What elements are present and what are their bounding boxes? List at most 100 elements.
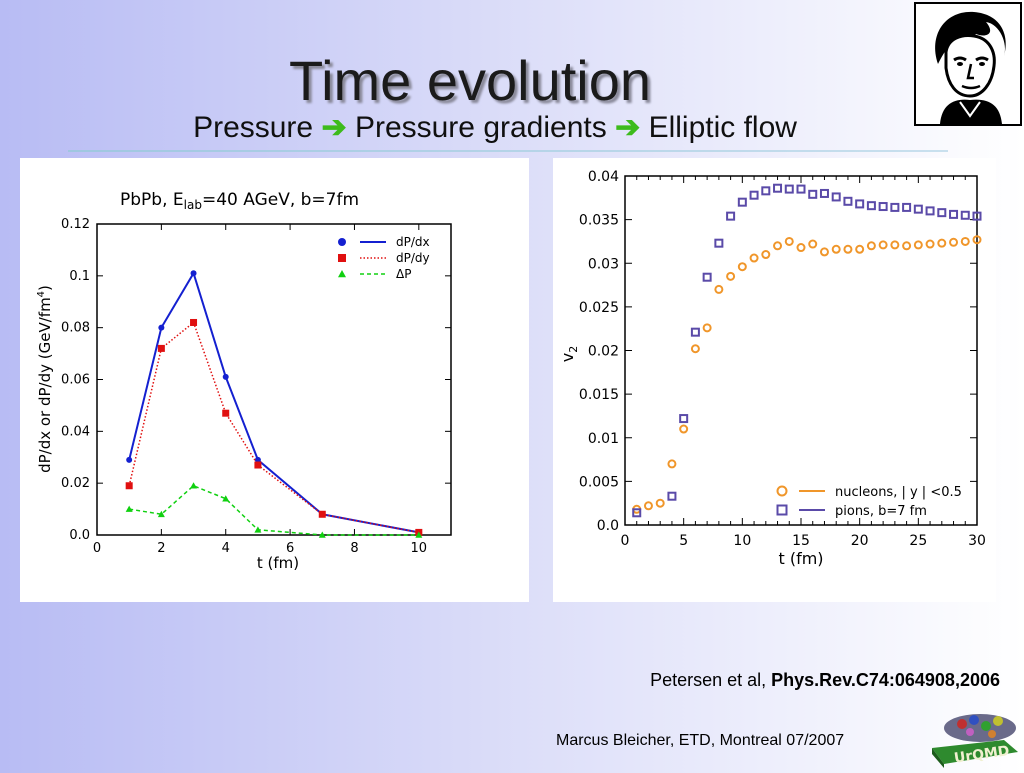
chart2-data-point (796, 184, 806, 194)
chart2-frame (624, 175, 978, 526)
chart1-x-axis-label: t (fm) (257, 554, 299, 572)
chart2-data-point (913, 204, 923, 214)
chart2-data-point (714, 284, 724, 294)
chart1-legend-label: dP/dy (396, 251, 430, 265)
chart1-data-point (126, 456, 133, 463)
chart2-x-tick-label: 5 (679, 533, 688, 549)
chart2-data-point (761, 186, 771, 196)
chart2-data-point (643, 501, 653, 511)
chart1-data-point (125, 482, 133, 490)
chart2-data-point (843, 196, 853, 206)
chart2-y-axis-label: v2 (558, 346, 580, 362)
chart1-data-point (222, 373, 229, 380)
chart1-series-line (129, 484, 419, 536)
chart2-legend-label: pions, b=7 fm (835, 504, 927, 519)
chart2-y-tick-label: 0.035 (579, 213, 619, 229)
chart2-data-point (773, 241, 783, 251)
logo-text: UrQMD (953, 743, 1010, 767)
chart1-data-point (254, 461, 262, 469)
chart1-x-tick-label: 2 (157, 541, 165, 556)
chart2-data-point (878, 240, 888, 250)
chart2-data-point (960, 236, 970, 246)
chart1-legend-label: dP/dx (396, 235, 430, 249)
chart2-data-point (737, 262, 747, 272)
pressure-chart: PbPb, Elab=40 AGeV, b=7fm 0 2 4 6 8 10 0.0 0.02… (36, 190, 452, 572)
chart2-data-point (784, 236, 794, 246)
right-arrow-icon: ➔ (321, 111, 347, 144)
chart1-y-tick-label: 0.02 (61, 476, 90, 491)
chart2-data-point (773, 183, 783, 193)
subtitle-elliptic-flow: Elliptic flow (648, 111, 797, 144)
chart1-data-point (125, 505, 133, 512)
elliptic-flow-chart: 0 5 10 15 20 25 30 0.0 0.005 0.01 0.015 0.02 0.025 0.… (558, 169, 986, 568)
chart1-x-tick-label: 8 (350, 541, 358, 556)
chart2-data-point (679, 424, 689, 434)
chart2-x-tick-label: 0 (621, 533, 630, 549)
subtitle-pressure: Pressure (193, 111, 314, 144)
chart2-data-point (808, 189, 818, 199)
chart2-data-point (726, 211, 736, 221)
chart2-data-point (796, 243, 806, 253)
chart2-x-tick-label: 25 (909, 533, 927, 549)
chart1-data-point (254, 456, 261, 463)
chart2-data-point (819, 247, 829, 257)
chart2-y-tick-label: 0.04 (588, 169, 619, 185)
chart1-legend-marker (338, 270, 346, 278)
chart1-legend-marker (338, 254, 346, 262)
title-divider (68, 150, 948, 152)
chart2-y-tick-label: 0.005 (579, 474, 619, 490)
urqmd-logo: UrQMD (926, 708, 1022, 768)
citation-journal: Phys.Rev.C74:064908,2006 (771, 670, 1000, 690)
chart1-x-tick-label: 4 (222, 541, 230, 556)
chart2-data-point (855, 199, 865, 209)
chart2-y-tick-label: 0.025 (579, 300, 619, 316)
chart2-data-point (843, 244, 853, 254)
chart2-data-point (714, 238, 724, 248)
chart1-data-point (158, 324, 165, 331)
chart2-data-point (937, 208, 947, 218)
chart1-legend-marker (338, 238, 346, 246)
chart2-data-point (878, 202, 888, 212)
chart2-x-axis-label: t (fm) (778, 549, 823, 568)
chart1-series-line (128, 321, 419, 534)
chart2-data-point (902, 241, 912, 251)
pressure-chart-panel: PbPb, Elab=40 AGeV, b=7fm 0 2 4 6 8 10 0.0 0.02… (20, 158, 529, 602)
chart1-y-tick-label: 0.1 (69, 269, 90, 284)
chart2-data-point (702, 323, 712, 333)
chart2-data-point (632, 508, 642, 518)
chart2-y-tick-label: 0.01 (588, 431, 619, 447)
chart1-data-point (157, 344, 165, 352)
chart1-data-point (415, 531, 423, 538)
chart1-y-tick-label: 0.12 (61, 217, 90, 232)
chart2-data-point (667, 491, 677, 501)
chart2-legend-marker (776, 485, 788, 497)
chart1-data-point (190, 270, 197, 277)
chart1-title: PbPb, Elab=40 AGeV, b=7fm (120, 190, 359, 212)
chart2-data-point (690, 327, 700, 337)
chart1-data-point (254, 526, 262, 533)
chart2-data-point (949, 237, 959, 247)
chart2-data-point (808, 239, 818, 249)
chart2-data-point (831, 192, 841, 202)
chart2-x-tick-label: 30 (968, 533, 986, 549)
chart2-data-point (831, 244, 841, 254)
chart1-legend-label: ΔP (396, 267, 411, 281)
chart2-data-point (866, 201, 876, 211)
chart2-y-tick-label: 0.03 (588, 256, 619, 272)
chart2-data-point (960, 210, 970, 220)
chart2-data-point (902, 202, 912, 212)
chart1-x-tick-label: 0 (93, 541, 101, 556)
chart2-x-tick-label: 15 (792, 533, 810, 549)
chart1-series-line (128, 270, 420, 534)
chart1-data-point (222, 495, 230, 502)
citation: Petersen et al, Phys.Rev.C74:064908,2006 (650, 670, 1000, 691)
chart1-y-tick-label: 0.0 (69, 528, 90, 543)
chart2-data-point (890, 240, 900, 250)
urqmd-logo-icon: UrQMD (932, 714, 1018, 768)
chart2-data-point (866, 241, 876, 251)
citation-authors: Petersen et al, (650, 670, 772, 690)
chart2-data-point (679, 414, 689, 424)
chart2-data-point (972, 211, 982, 221)
chart2-data-point (913, 240, 923, 250)
chart1-data-point (318, 531, 326, 538)
